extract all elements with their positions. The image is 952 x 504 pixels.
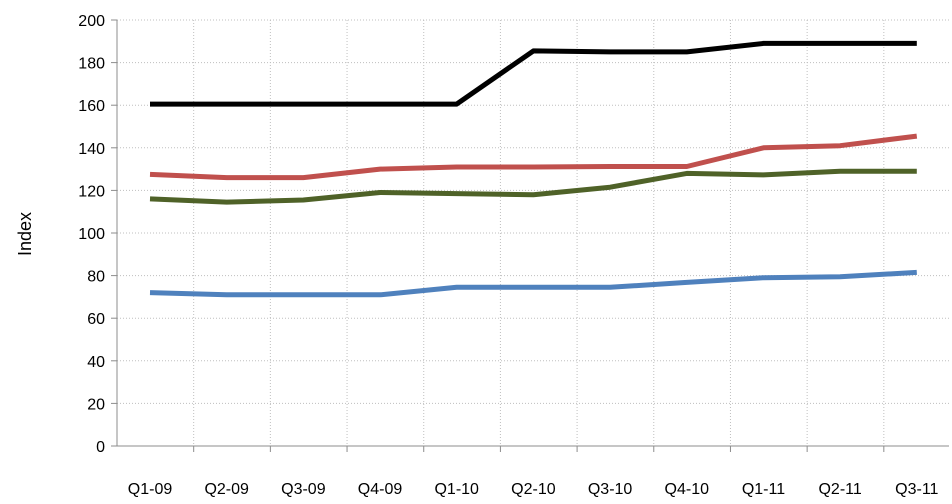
series-line-3	[149, 168, 917, 205]
y-tick-label: 40	[87, 354, 105, 371]
x-tick-label: Q4-09	[358, 481, 403, 498]
x-tick-label: Q3-11	[895, 481, 938, 498]
x-tick-label: Q1-10	[434, 481, 479, 498]
axes	[111, 19, 949, 452]
y-tick-label: 60	[87, 311, 105, 328]
y-tick-label: 100	[78, 226, 105, 243]
x-tick-label: Q3-10	[588, 481, 633, 498]
y-tick-label: 140	[78, 141, 105, 158]
y-tick-label: 120	[78, 183, 105, 200]
x-tick-label: Q4-10	[665, 481, 710, 498]
x-tick-label: Q1-09	[128, 481, 173, 498]
x-tick-label: Q2-10	[511, 481, 556, 498]
y-axis-title: Index	[15, 212, 35, 256]
series-lines	[149, 40, 918, 298]
x-tick-label: Q2-11	[818, 481, 861, 498]
y-tick-label: 80	[87, 269, 105, 286]
series-line-4	[149, 269, 917, 298]
x-tick-label: Q1-11	[742, 481, 785, 498]
y-tick-label: 20	[87, 396, 105, 413]
x-tick-label: Q3-09	[281, 481, 326, 498]
series-line-2	[149, 133, 918, 181]
y-tick-label: 160	[78, 98, 105, 115]
y-tick-label: 180	[78, 56, 105, 73]
tick-labels: 0 20 40 60 80 100 120 140 160 180 200 Q1-09 Q2-09 Q3-…	[78, 13, 938, 498]
x-tick-label: Q2-09	[204, 481, 249, 498]
gridlines	[117, 19, 949, 446]
y-tick-label: 0	[96, 439, 105, 456]
y-tick-label: 200	[78, 13, 105, 30]
series-line-1	[150, 40, 917, 107]
